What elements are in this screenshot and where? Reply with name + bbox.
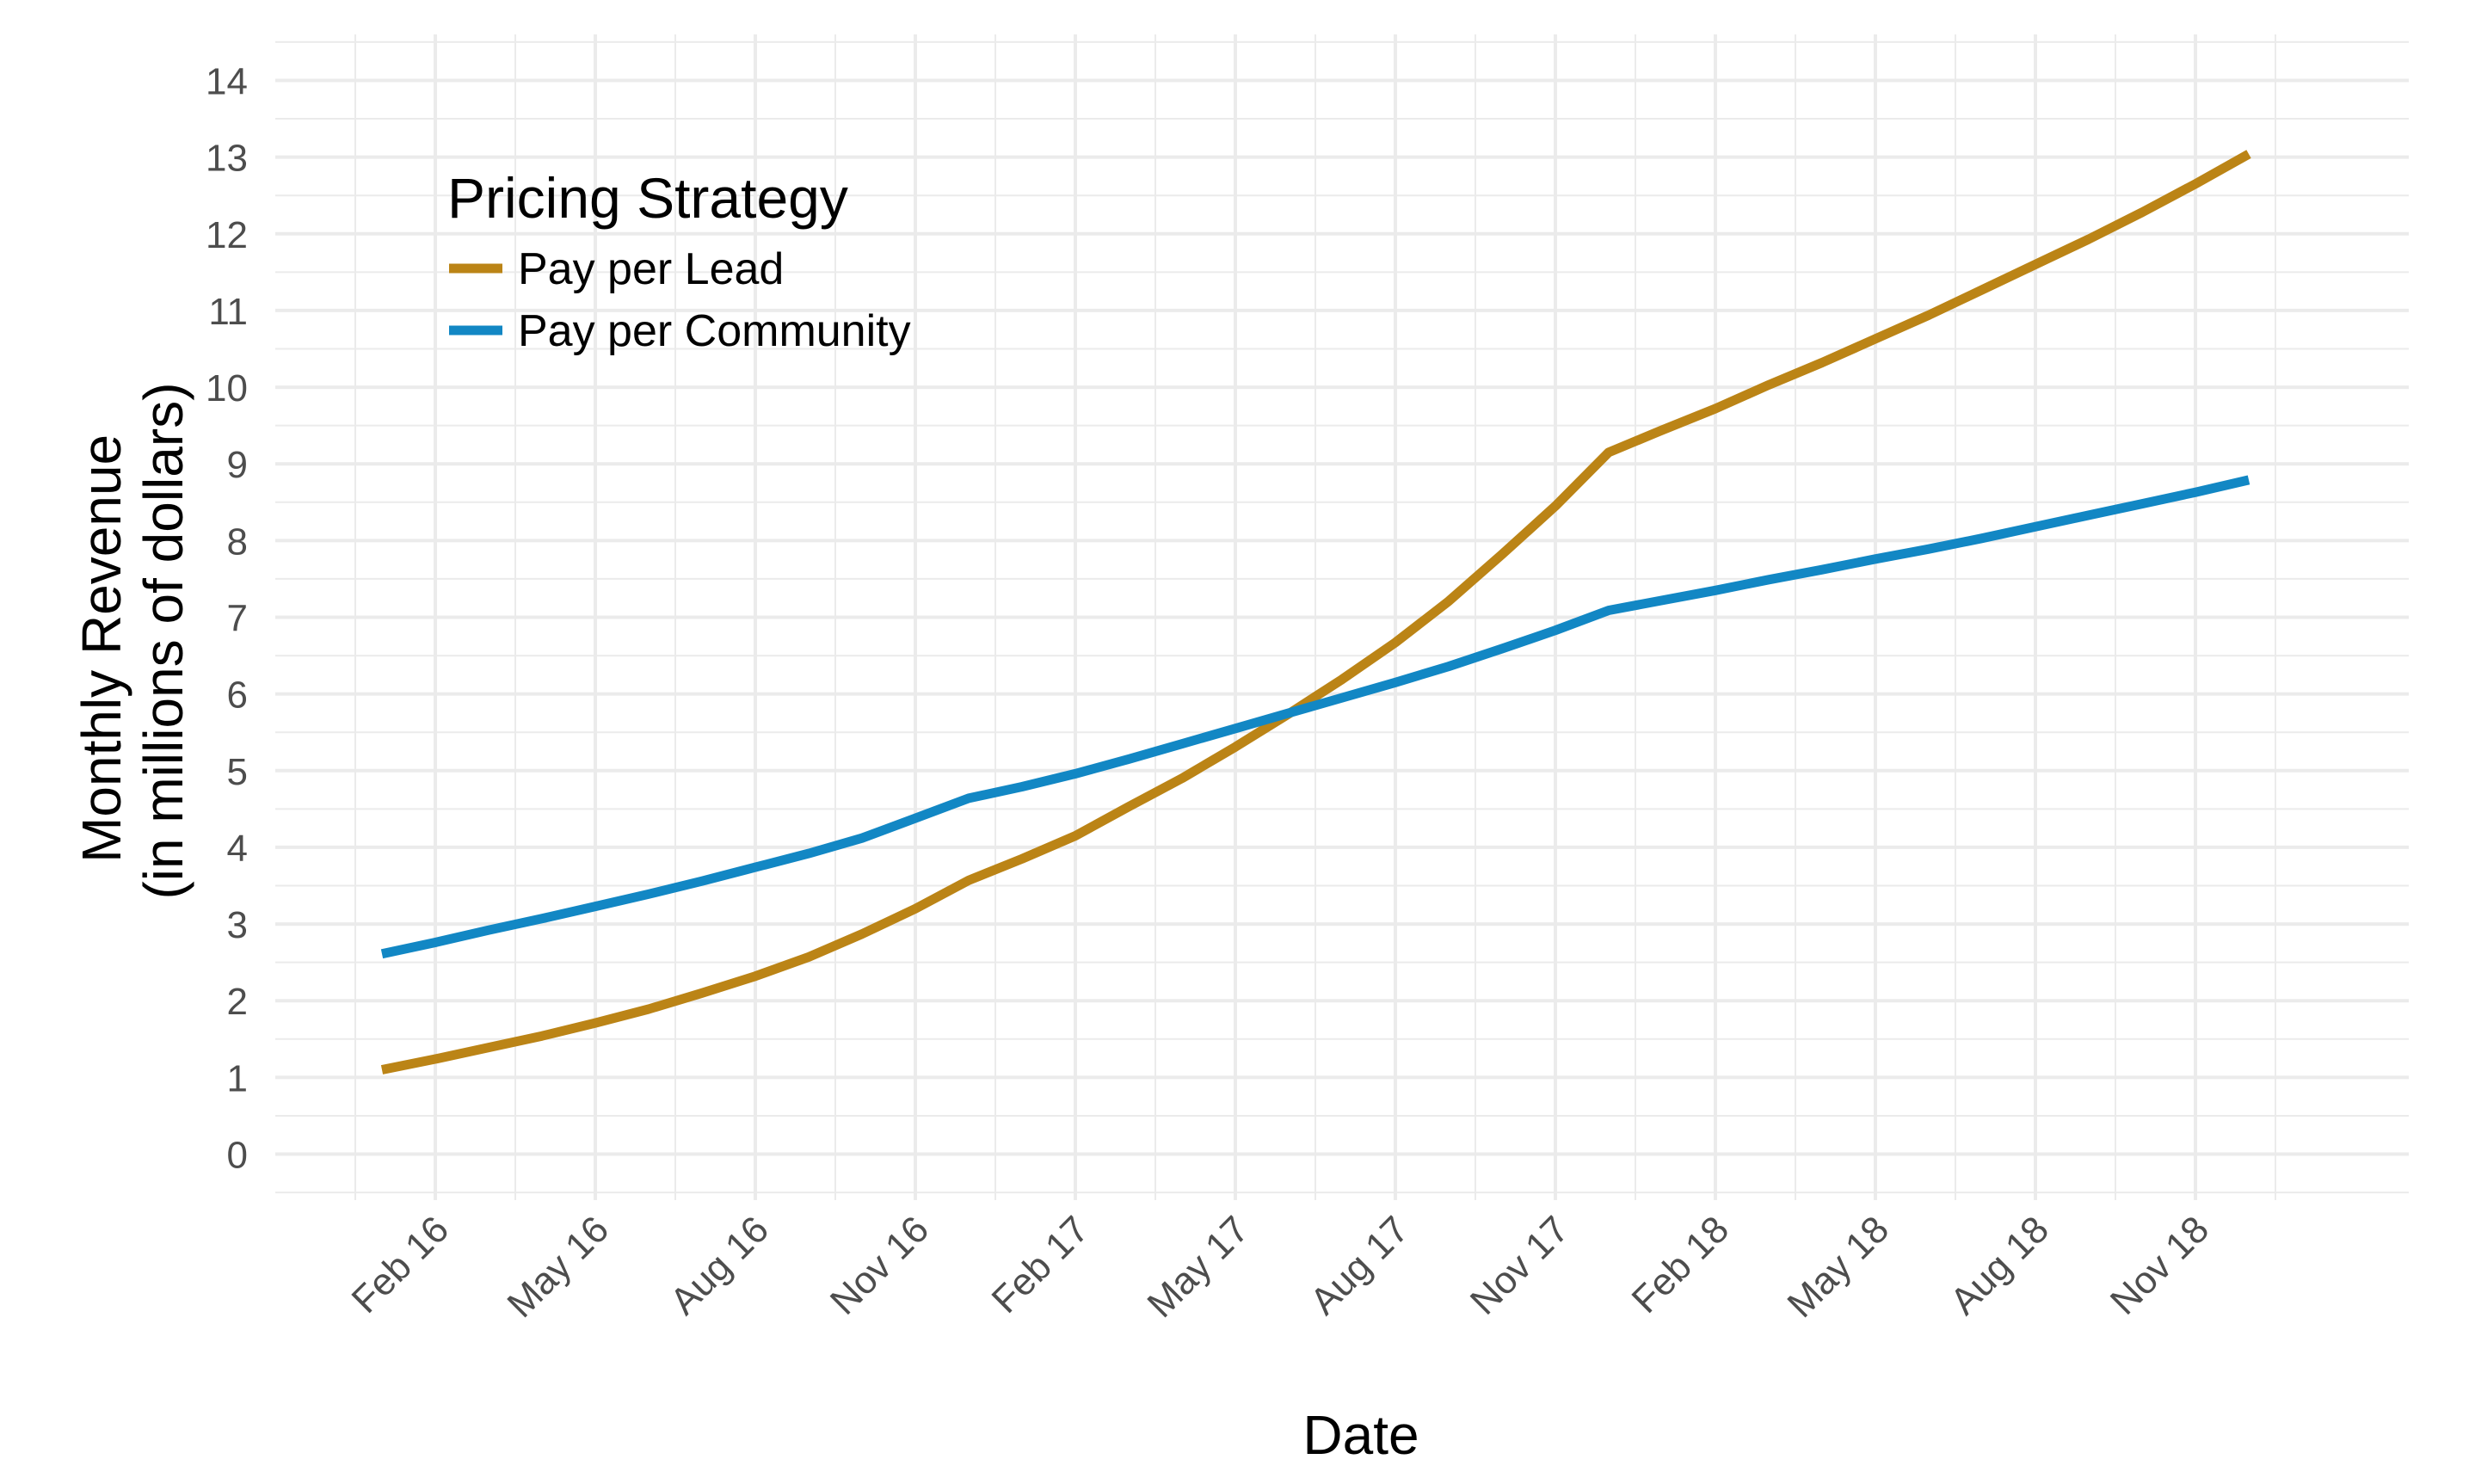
x-tick-label: Feb 18 [1624,1208,1738,1321]
x-axis-title: Date [1302,1404,1419,1466]
x-tick-label: May 17 [1139,1208,1257,1326]
x-tick-label: Nov 17 [1462,1208,1577,1322]
y-tick-label: 13 [206,138,248,180]
x-tick-label: Nov 18 [2103,1208,2217,1322]
legend-label: Pay per Community [518,306,911,356]
legend: Pricing Strategy Pay per Lead Pay per Com… [447,166,911,356]
y-tick-label: 12 [206,214,248,256]
series-line-pay-per-community [380,475,2250,959]
x-tick-label: May 18 [1779,1208,1897,1326]
y-tick-label: 4 [227,828,248,870]
series-line-pay-per-lead [380,150,2251,1075]
y-tick-label: 5 [227,751,248,793]
y-tick-label: 6 [227,674,248,717]
x-tick-label: Aug 16 [662,1208,777,1322]
y-tick-label: 3 [227,904,248,946]
major-gridlines [275,34,2409,1200]
y-tick-label: 1 [227,1057,248,1099]
y-tick-label: 10 [206,367,248,409]
y-tick-label: 11 [208,291,248,333]
x-tick-label: Feb 17 [984,1208,1098,1321]
y-tick-label: 7 [227,598,248,640]
x-tick-label: May 16 [499,1208,617,1326]
y-tick-label: 2 [227,981,248,1023]
y-tick-label: 0 [227,1135,248,1177]
y-axis-title: Monthly Revenue (in millions of dollars) [71,382,194,899]
y-tick-label: 8 [227,520,248,563]
legend-title: Pricing Strategy [447,166,848,230]
y-axis-title-line-1: Monthly Revenue [71,434,132,863]
legend-label: Pay per Lead [518,244,784,294]
x-axis-tick-labels: Feb 16 May 16 Aug 16 Nov 16 Feb 17 May 17 Aug … [344,1208,2218,1326]
x-tick-label: Feb 16 [344,1208,458,1321]
series-lines [380,150,2251,1075]
x-tick-label: Aug 18 [1943,1208,2057,1322]
x-tick-label: Aug 17 [1302,1208,1417,1322]
y-tick-label: 14 [206,60,248,102]
y-axis-title-line-2: (in millions of dollars) [132,382,194,899]
x-tick-label: Nov 16 [822,1208,937,1322]
legend-items: Pay per Lead Pay per Community [449,244,911,356]
y-tick-label: 9 [227,444,248,486]
